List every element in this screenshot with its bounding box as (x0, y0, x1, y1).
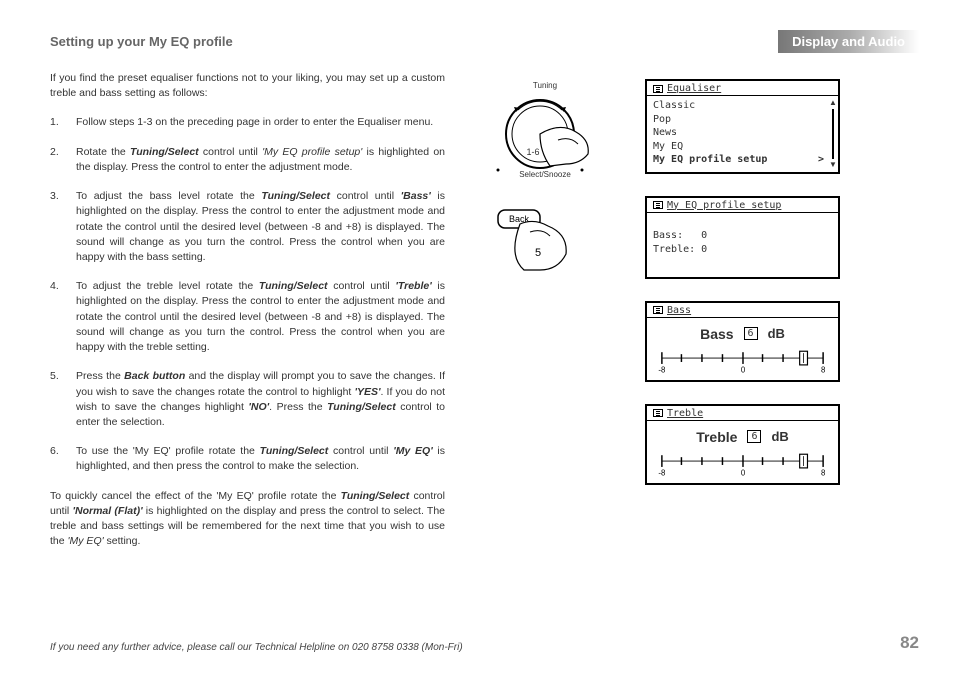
t: setting. (104, 535, 141, 547)
t: To adjust the bass level rotate the (76, 190, 261, 202)
t: Tuning/Select (130, 146, 199, 158)
t: Tuning/Select (261, 190, 330, 202)
t: 'YES' (354, 386, 380, 398)
display-panels-column: Equaliser Classic Pop News My EQ My EQ p… (645, 71, 860, 563)
eq-item-myeq: My EQ (653, 140, 824, 154)
t: 'Bass' (401, 190, 431, 202)
list-icon (653, 201, 663, 209)
svg-text:-8: -8 (658, 365, 665, 373)
t: Rotate the (76, 146, 130, 158)
dial-top-label: Tuning (470, 81, 620, 90)
bass-line: Bass: 0 (653, 230, 707, 241)
step-5: Press the Back button and the display wi… (50, 369, 445, 430)
list-icon (653, 85, 663, 93)
t: Tuning/Select (341, 490, 410, 502)
t: control until (330, 190, 401, 202)
t: Tuning/Select (259, 280, 328, 292)
treble-title: Treble (667, 408, 703, 419)
bass-panel: Bass Bass 6 dB (645, 301, 840, 382)
dial-range: 1-6 (518, 147, 548, 157)
svg-text:0: 0 (741, 365, 746, 373)
list-icon (653, 409, 663, 417)
treble-unit: dB (771, 429, 788, 444)
eq-item-classic: Classic (653, 99, 824, 113)
step-1: Follow steps 1-3 on the preceding page i… (50, 115, 445, 130)
arrow-up-icon: ▲ (829, 99, 837, 107)
step-4: To adjust the treble level rotate the Tu… (50, 279, 445, 355)
t: To quickly cancel the effect of the 'My … (50, 490, 341, 502)
t: . Press the (269, 401, 327, 413)
t: 'My EQ profile setup' (262, 146, 362, 158)
list-icon (653, 306, 663, 314)
svg-text:-8: -8 (658, 468, 665, 476)
illustrations-column: Tuning 1-6 Select/Snooze Back (470, 71, 620, 563)
eq-item-profile-setup: My EQ profile setup (653, 153, 767, 167)
t: 'My EQ' (393, 445, 432, 457)
instructions-column: If you find the preset equaliser functio… (50, 71, 445, 563)
t: 'My EQ' (68, 535, 104, 547)
section-title: Setting up your My EQ profile (50, 34, 233, 49)
t: control until (199, 146, 262, 158)
treble-panel: Treble Treble 6 dB (645, 404, 840, 485)
back-button-illustration: Back 5 (470, 204, 620, 294)
t: 'Treble' (395, 280, 431, 292)
t: To use the 'My EQ' profile rotate the (76, 445, 260, 457)
dial-icon (480, 92, 610, 182)
bass-title: Bass (667, 305, 691, 316)
bass-name: Bass (700, 326, 733, 342)
footnote: If you need any further advice, please c… (50, 642, 463, 653)
step-2: Rotate the Tuning/Select control until '… (50, 145, 445, 175)
bass-slider: -8 0 8 (657, 348, 828, 374)
t: 'NO' (248, 401, 269, 413)
t: To adjust the treble level rotate the (76, 280, 259, 292)
t: Press the (76, 370, 124, 382)
svg-text:8: 8 (821, 365, 825, 373)
t: 'Normal (Flat)' (73, 505, 143, 517)
t: control until (328, 280, 396, 292)
step-6: To use the 'My EQ' profile rotate the Tu… (50, 444, 445, 474)
dial-bottom-label: Select/Snooze (470, 170, 620, 179)
step-3: To adjust the bass level rotate the Tuni… (50, 189, 445, 265)
treble-slider: -8 0 8 (657, 451, 828, 477)
eq-item-news: News (653, 126, 824, 140)
outro-text: To quickly cancel the effect of the 'My … (50, 489, 445, 550)
chapter-chip: Display and Audio (778, 30, 919, 53)
page-number: 82 (900, 633, 919, 653)
svg-text:8: 8 (821, 468, 825, 476)
intro-text: If you find the preset equaliser functio… (50, 71, 445, 101)
caret-right-icon: > (818, 153, 824, 167)
panel1-title: Equaliser (667, 83, 721, 94)
panel2-title: My EQ profile setup (667, 200, 781, 211)
equaliser-panel: Equaliser Classic Pop News My EQ My EQ p… (645, 79, 840, 174)
bass-value: 6 (744, 327, 758, 340)
step-1-text: Follow steps 1-3 on the preceding page i… (76, 116, 433, 128)
back-num: 5 (535, 247, 541, 259)
treble-value: 6 (747, 430, 761, 443)
t: control until (328, 445, 393, 457)
t: Tuning/Select (327, 401, 396, 413)
treble-line: Treble: 0 (653, 244, 707, 255)
t: Tuning/Select (260, 445, 329, 457)
scrollbar: ▲▼ (831, 99, 835, 169)
eq-item-pop: Pop (653, 113, 824, 127)
tuning-dial-illustration: Tuning 1-6 Select/Snooze (470, 81, 620, 179)
bass-unit: dB (768, 326, 785, 341)
treble-name: Treble (696, 429, 737, 445)
svg-text:0: 0 (741, 468, 746, 476)
t: Back button (124, 370, 185, 382)
back-icon: Back 5 (490, 204, 600, 289)
arrow-down-icon: ▼ (829, 161, 837, 169)
profile-setup-panel: My EQ profile setup Bass: 0 Treble: 0 (645, 196, 840, 279)
